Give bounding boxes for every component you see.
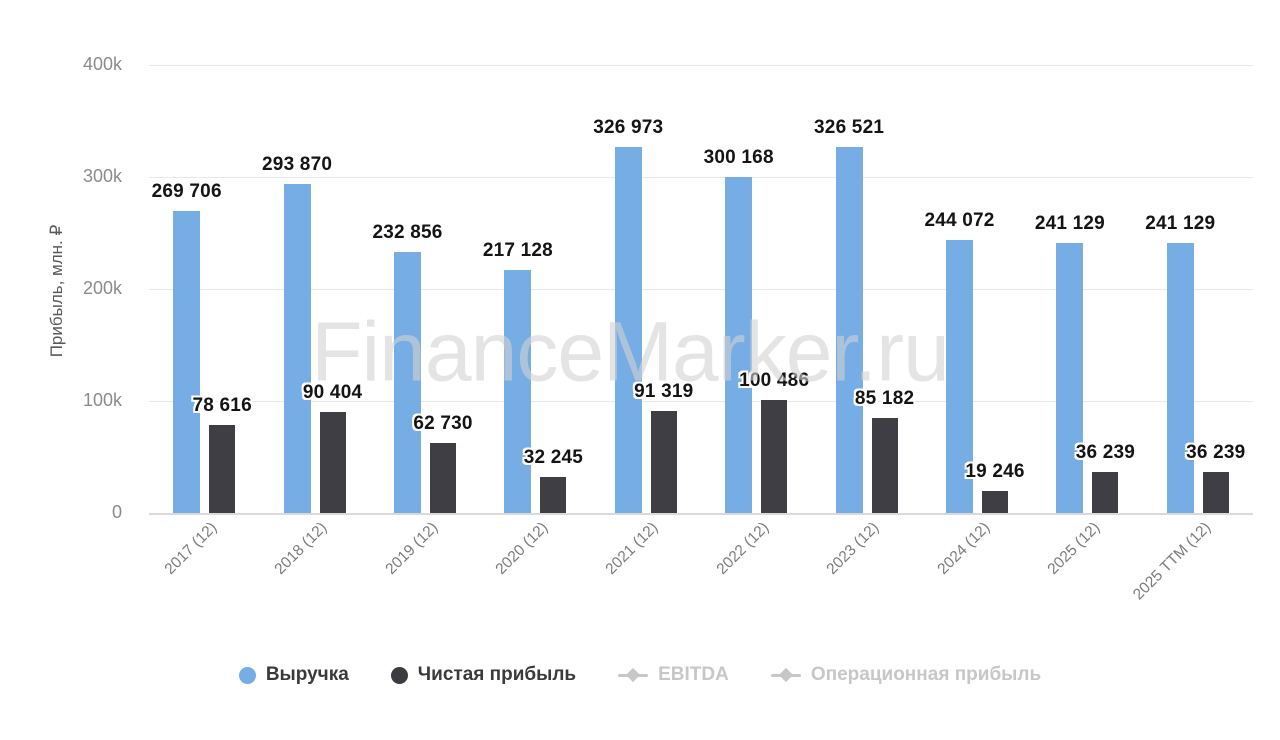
bar-revenue[interactable] xyxy=(1056,242,1084,513)
x-axis-label: 2018 (12) xyxy=(271,519,331,578)
circle-marker-icon xyxy=(390,666,408,684)
line-diamond-marker-icon xyxy=(770,667,801,683)
bar-revenue[interactable] xyxy=(393,252,421,513)
x-axis-label: 2019 (12) xyxy=(382,519,442,578)
bar-value-label: 232 856 xyxy=(372,222,443,244)
legend-label-revenue: Выручка xyxy=(265,664,349,685)
bar-group: 326 973 91 319 xyxy=(591,65,701,513)
bar-value-label: 269 706 xyxy=(151,180,222,202)
bar-revenue[interactable] xyxy=(614,146,642,513)
legend-label-net-profit: Чистая прибыль xyxy=(417,664,577,685)
x-axis-label: 2022 (12) xyxy=(713,519,773,578)
bar-group: 293 870 90 404 xyxy=(259,65,369,513)
bar-value-label: 91 319 xyxy=(634,380,694,402)
bar-group: 217 128 32 245 xyxy=(480,65,590,513)
line-diamond-marker-icon xyxy=(618,667,649,683)
bar-net-profit[interactable] xyxy=(981,491,1008,513)
gridline xyxy=(149,289,1253,290)
plot-area: 269 706 78 616 2017 (12) 293 870 90 404 2018 … xyxy=(149,65,1253,603)
y-axis-tick-label: 0 xyxy=(111,502,122,522)
bar-net-profit[interactable] xyxy=(761,400,788,513)
bar-revenue[interactable] xyxy=(283,183,311,513)
y-axis-tick-label: 100k xyxy=(82,390,122,410)
bar-value-label: 326 521 xyxy=(814,117,885,139)
bar-value-label: 241 129 xyxy=(1034,212,1105,234)
legend-label-operating-profit: Операционная прибыль xyxy=(810,664,1042,685)
circle-marker-icon xyxy=(238,666,256,684)
bar-revenue[interactable] xyxy=(173,210,201,513)
legend-item-operating-profit[interactable]: Операционная прибыль xyxy=(770,664,1042,686)
bar-value-label: 244 072 xyxy=(924,209,995,231)
bar-net-profit[interactable] xyxy=(871,417,898,513)
bar-value-label: 217 128 xyxy=(482,239,553,261)
y-axis-tick-label: 400k xyxy=(82,54,122,74)
bar-revenue[interactable] xyxy=(504,269,532,513)
bar-value-label: 241 129 xyxy=(1145,212,1216,234)
x-axis-label: 2025 (12) xyxy=(1044,519,1104,578)
gridline xyxy=(149,65,1253,66)
bar-value-label: 36 239 xyxy=(1075,442,1136,464)
bar-value-label: 85 182 xyxy=(854,387,915,409)
bar-net-profit[interactable] xyxy=(429,442,456,513)
bar-net-profit[interactable] xyxy=(540,476,567,513)
x-axis-label: 2023 (12) xyxy=(823,519,883,578)
bar-revenue[interactable] xyxy=(835,147,863,513)
bar-value-label: 32 245 xyxy=(523,446,584,468)
legend-item-net-profit[interactable]: Чистая прибыль xyxy=(390,664,577,686)
bar-net-profit[interactable] xyxy=(1092,472,1119,513)
bar-group: 232 856 62 730 xyxy=(370,65,480,513)
bar-group: 269 706 78 616 xyxy=(149,65,259,513)
x-axis-label: 2020 (12) xyxy=(492,519,552,578)
bar-revenue[interactable] xyxy=(725,176,753,513)
gridline xyxy=(149,401,1253,402)
bar-value-label: 90 404 xyxy=(302,381,363,403)
bar-group: 326 521 85 182 xyxy=(811,65,921,513)
bar-group: 244 072 19 246 xyxy=(922,65,1032,513)
gridline xyxy=(149,513,1253,515)
bar-net-profit[interactable] xyxy=(650,410,677,513)
bar-net-profit[interactable] xyxy=(319,411,346,513)
legend-item-revenue[interactable]: Выручка xyxy=(238,664,349,686)
x-axis-label: 2024 (12) xyxy=(934,519,994,578)
bar-net-profit[interactable] xyxy=(209,424,236,513)
bar-group: 300 168 100 486 xyxy=(701,65,811,513)
bar-value-label: 100 486 xyxy=(739,370,810,392)
legend-item-ebitda[interactable]: EBITDA xyxy=(618,664,729,686)
bar-value-label: 293 870 xyxy=(262,153,333,175)
bar-value-label: 326 973 xyxy=(593,116,664,138)
bar-revenue[interactable] xyxy=(1166,242,1194,513)
bar-value-label: 300 168 xyxy=(703,146,774,168)
x-axis-label: 2017 (12) xyxy=(161,519,221,578)
y-axis-tick-label: 200k xyxy=(82,278,122,298)
bar-group: 241 129 36 239 xyxy=(1143,65,1253,513)
x-axis-label: 2021 (12) xyxy=(602,519,662,578)
bar-revenue[interactable] xyxy=(945,239,973,513)
bar-value-label: 19 246 xyxy=(965,461,1025,483)
legend: Выручка Чистая прибыль EBITDA Операционн… xyxy=(0,664,1280,686)
bar-value-label: 36 239 xyxy=(1186,442,1246,464)
gridline xyxy=(149,177,1253,178)
y-axis-tick-label: 300k xyxy=(82,166,122,186)
legend-label-ebitda: EBITDA xyxy=(658,664,729,685)
bar-group: 241 129 36 239 xyxy=(1032,65,1142,513)
bar-value-label: 78 616 xyxy=(192,394,252,416)
bar-net-profit[interactable] xyxy=(1202,472,1229,513)
x-axis-label: 2025 TTM (12) xyxy=(1129,519,1214,604)
bar-value-label: 62 730 xyxy=(413,412,473,434)
